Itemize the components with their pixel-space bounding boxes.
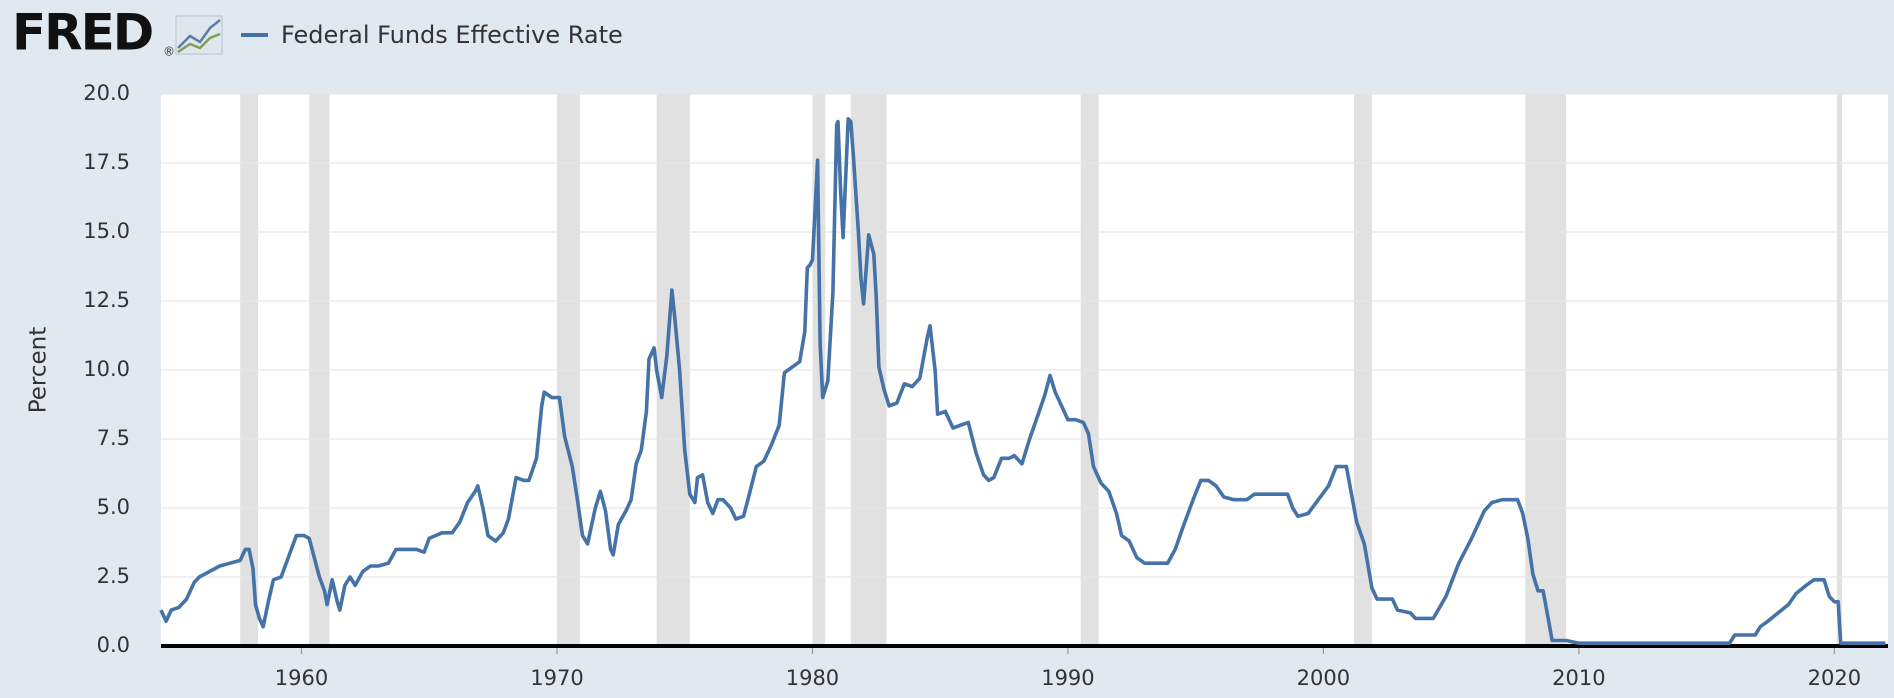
y-tick-label: 15.0 bbox=[83, 219, 130, 243]
legend-label: Federal Funds Effective Rate bbox=[281, 21, 623, 49]
y-tick-label: 12.5 bbox=[83, 288, 130, 312]
y-tick-label: 20.0 bbox=[83, 81, 130, 105]
x-tick-label: 1980 bbox=[786, 666, 839, 690]
x-tick-label: 2020 bbox=[1808, 666, 1861, 690]
x-tick-label: 1970 bbox=[530, 666, 583, 690]
x-tick-label: 2010 bbox=[1552, 666, 1605, 690]
y-tick-label: 10.0 bbox=[83, 357, 130, 381]
logo-mark: ® bbox=[163, 45, 175, 59]
logo-icon bbox=[175, 15, 223, 55]
y-tick-label: 5.0 bbox=[97, 495, 130, 519]
logo[interactable]: FRED bbox=[12, 4, 154, 62]
y-tick-label: 0.0 bbox=[97, 633, 130, 657]
y-tick-label: 7.5 bbox=[97, 426, 130, 450]
x-tick-label: 1960 bbox=[275, 666, 328, 690]
y-tick-label: 17.5 bbox=[83, 150, 130, 174]
data-line bbox=[159, 117, 1886, 645]
x-tick-label: 1990 bbox=[1041, 666, 1094, 690]
x-tick-label: 2000 bbox=[1297, 666, 1350, 690]
y-tick-label: 2.5 bbox=[97, 564, 130, 588]
y-axis-label: Percent bbox=[26, 327, 52, 414]
